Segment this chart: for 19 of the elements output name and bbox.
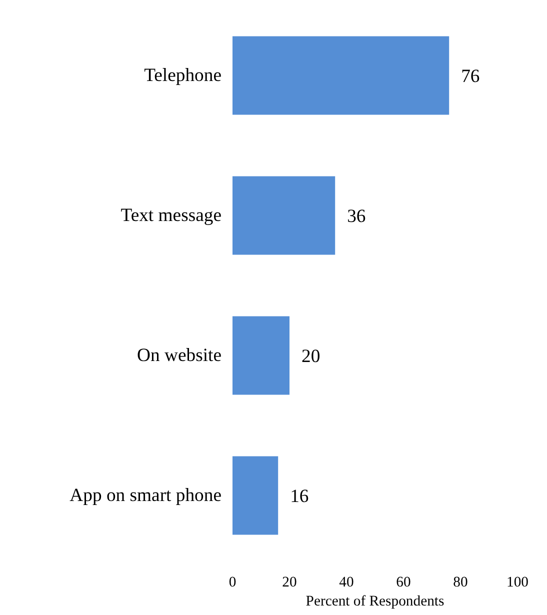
y-tick-label: Text message	[120, 205, 222, 226]
data-label: 20	[302, 346, 320, 367]
data-label: 76	[461, 66, 480, 87]
y-tick-label: On website	[137, 345, 222, 366]
y-tick-label: Telephone	[144, 65, 222, 86]
bar	[232, 316, 290, 395]
x-tick-label: 80	[453, 574, 468, 590]
x-tick-label: 0	[228, 574, 236, 590]
x-tick-label: 20	[282, 574, 297, 590]
data-label: 16	[290, 486, 309, 507]
bar	[232, 36, 450, 115]
data-label: 36	[347, 206, 366, 227]
x-tick-label: 100	[506, 574, 528, 590]
x-tick-label: 60	[396, 574, 411, 590]
bar	[232, 176, 336, 255]
x-axis-title: Percent of Respondents	[306, 594, 444, 610]
y-tick-label: App on smart phone	[70, 485, 222, 506]
bar	[232, 456, 278, 535]
x-tick-label: 40	[339, 574, 354, 590]
